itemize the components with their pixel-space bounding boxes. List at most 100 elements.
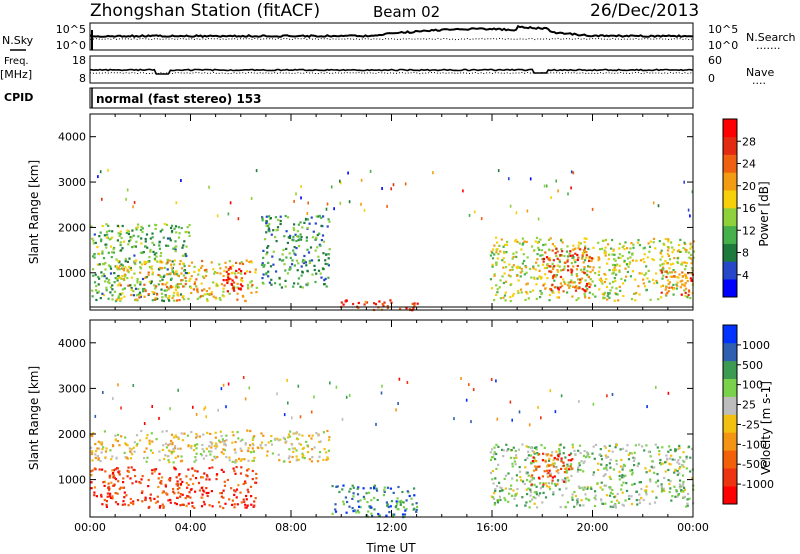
scatter-cell-vel-dots-3-65 bbox=[678, 472, 681, 475]
scatter-cell-vel-dots-1-172 bbox=[130, 466, 133, 469]
scatter-cell-vel-dots-4-16 bbox=[538, 453, 541, 456]
scatter-cell-power-dots-5-303 bbox=[652, 278, 655, 281]
scatter-cell-power-dots-1-84 bbox=[182, 262, 185, 265]
scatter-cell-power-dots-5-165 bbox=[586, 269, 589, 273]
scatter-cell-vel-dots-3-74 bbox=[686, 504, 689, 507]
scatter-cell-power-dots-6-31 bbox=[579, 248, 582, 251]
scatter-cell-power-dots-0-21 bbox=[171, 260, 174, 263]
scatter-cell-power-dots-0-105 bbox=[91, 237, 94, 240]
scatter-cell-vel-dots-1-233 bbox=[173, 492, 176, 495]
scatter-cell-vel-dots-2-79 bbox=[383, 489, 386, 492]
scatter-cell-vel-dots-0-111 bbox=[164, 454, 167, 457]
scatter-cell-vel-dots-0-44 bbox=[132, 446, 135, 449]
scatter-cell-vel-dots-0-298 bbox=[241, 438, 244, 441]
scatter-cell-vel-dots-3-529 bbox=[604, 484, 608, 487]
scatter-cell-power-dots-0-263 bbox=[98, 263, 101, 266]
scatter-cell-power-dots-5-362 bbox=[638, 244, 642, 247]
scatter-cell-vel-dots-4-13 bbox=[549, 464, 552, 467]
scatter-cell-vel-dots-3-124 bbox=[520, 479, 523, 482]
scatter-cell-vel-dots-2-69 bbox=[399, 501, 402, 504]
scatter-cell-vel-dots-2-83 bbox=[342, 500, 345, 503]
scatter-cell-vel-dots-0-261 bbox=[222, 448, 225, 451]
scatter-cell-power-dots-5-13 bbox=[672, 293, 675, 296]
scatter-cell-vel-dots-0-266 bbox=[131, 453, 134, 456]
scatter-cell-power-dots-6-42 bbox=[545, 256, 549, 259]
x-axis-label: Time UT bbox=[365, 541, 416, 554]
scatter-cell-power-dots-1-15 bbox=[167, 288, 170, 291]
scatter-cell-power-dots-0-238 bbox=[184, 231, 187, 234]
scatter-cell-power-dots-6-29 bbox=[564, 282, 567, 285]
scatter-cell-power-dots-0-131 bbox=[110, 245, 113, 248]
scatter-cell-vel-dots-3-142 bbox=[645, 471, 648, 474]
scatter-cell-power-dots-4-0 bbox=[383, 301, 386, 304]
scatter-cell-power-dots-5-331 bbox=[522, 242, 525, 245]
scatter-cell-power-dots-0-205 bbox=[121, 264, 125, 267]
scatter-cell-power-dots-5-185 bbox=[563, 268, 566, 271]
scatter-cell-vel-dots-4-52 bbox=[555, 458, 559, 461]
scatter-outlier-vel-dots-50 bbox=[560, 394, 563, 398]
scatter-cell-vel-dots-3-279 bbox=[491, 478, 494, 481]
scatter-cell-vel-dots-1-44 bbox=[250, 503, 253, 506]
scatter-cell-vel-dots-0-169 bbox=[252, 450, 255, 454]
scatter-outlier-power-dots-28 bbox=[557, 189, 559, 193]
scatter-cell-vel-dots-1-121 bbox=[127, 470, 130, 473]
scatter-cell-power-dots-6-52 bbox=[572, 285, 575, 288]
scatter-cell-vel-dots-2-85 bbox=[346, 500, 349, 504]
scatter-cell-power-dots-6-89 bbox=[552, 275, 555, 278]
scatter-cell-vel-dots-3-528 bbox=[664, 470, 667, 473]
scatter-cell-power-dots-5-138 bbox=[686, 280, 689, 283]
scatter-cell-power-dots-0-163 bbox=[93, 233, 96, 236]
scatter-cell-power-dots-0-103 bbox=[134, 298, 137, 302]
scatter-cell-power-dots-2-19 bbox=[241, 285, 244, 288]
scatter-cell-power-dots-1-112 bbox=[126, 269, 129, 272]
scatter-cell-power-dots-3-89 bbox=[314, 222, 317, 225]
scatter-cell-power-dots-5-473 bbox=[606, 262, 609, 265]
scatter-outlier-power-dots-24 bbox=[237, 217, 240, 221]
scatter-cell-power-dots-5-450 bbox=[632, 292, 636, 295]
scatter-cell-vel-dots-0-30 bbox=[179, 447, 182, 450]
scatter-cell-vel-dots-3-104 bbox=[685, 505, 688, 508]
scatter-cell-power-dots-5-509 bbox=[571, 295, 574, 298]
scatter-cell-vel-dots-2-23 bbox=[392, 491, 395, 494]
scatter-cell-power-dots-0-264 bbox=[92, 255, 95, 258]
scatter-outlier-vel-dots-1 bbox=[460, 377, 462, 380]
scatter-cell-power-dots-5-231 bbox=[495, 251, 498, 254]
scatter-cell-power-dots-0-175 bbox=[120, 236, 123, 240]
scatter-cell-power-dots-5-528 bbox=[519, 288, 523, 291]
scatter-cell-vel-dots-3-326 bbox=[661, 489, 664, 492]
scatter-cell-power-dots-5-244 bbox=[546, 263, 549, 266]
scatter-cell-power-dots-0-51 bbox=[101, 252, 104, 255]
scatter-cell-power-dots-0-222 bbox=[166, 258, 169, 261]
scatter-cell-power-dots-5-268 bbox=[496, 248, 499, 251]
scatter-cell-power-dots-0-152 bbox=[102, 294, 105, 297]
scatter-cell-power-dots-4-20 bbox=[382, 304, 385, 307]
scatter-cell-power-dots-0-266 bbox=[183, 269, 186, 272]
scatter-cell-vel-dots-2-95 bbox=[355, 511, 358, 514]
scatter-cell-power-dots-0-241 bbox=[97, 290, 100, 293]
scatter-cell-vel-dots-0-151 bbox=[163, 457, 166, 461]
scatter-outlier-power-dots-60 bbox=[545, 184, 548, 188]
scatter-outlier-power-dots-18 bbox=[390, 187, 392, 191]
scatter-cell-power-dots-0-276 bbox=[101, 275, 104, 278]
scatter-cell-power-dots-5-220 bbox=[594, 295, 597, 298]
scatter-cell-vel-dots-3-46 bbox=[541, 501, 544, 504]
scatter-cell-power-dots-5-494 bbox=[666, 272, 669, 275]
scatter-cell-power-dots-0-262 bbox=[111, 294, 114, 297]
scatter-cell-vel-dots-1-108 bbox=[164, 483, 167, 486]
scatter-outlier-vel-dots-65 bbox=[518, 410, 521, 414]
scatter-cell-power-dots-3-196 bbox=[302, 260, 305, 263]
scatter-cell-power-dots-1-219 bbox=[123, 273, 126, 276]
scatter-cell-power-dots-6-92 bbox=[572, 281, 575, 284]
scatter-cell-power-dots-3-101 bbox=[299, 221, 302, 224]
scatter-cell-power-dots-5-461 bbox=[624, 279, 627, 282]
scatter-cell-vel-dots-0-171 bbox=[214, 436, 217, 439]
scatter-cell-power-dots-3-105 bbox=[320, 239, 323, 242]
scatter-cell-power-dots-0-112 bbox=[159, 230, 162, 233]
scatter-outlier-power-dots-4 bbox=[295, 192, 297, 196]
scatter-cell-vel-dots-3-333 bbox=[591, 452, 594, 455]
scatter-cell-power-dots-1-121 bbox=[215, 282, 218, 285]
scatter-cell-power-dots-1-76 bbox=[177, 294, 180, 297]
scatter-outlier-vel-dots-36 bbox=[205, 415, 207, 419]
scatter-cell-power-dots-3-163 bbox=[262, 265, 265, 268]
scatter-cell-power-dots-1-85 bbox=[169, 272, 172, 275]
